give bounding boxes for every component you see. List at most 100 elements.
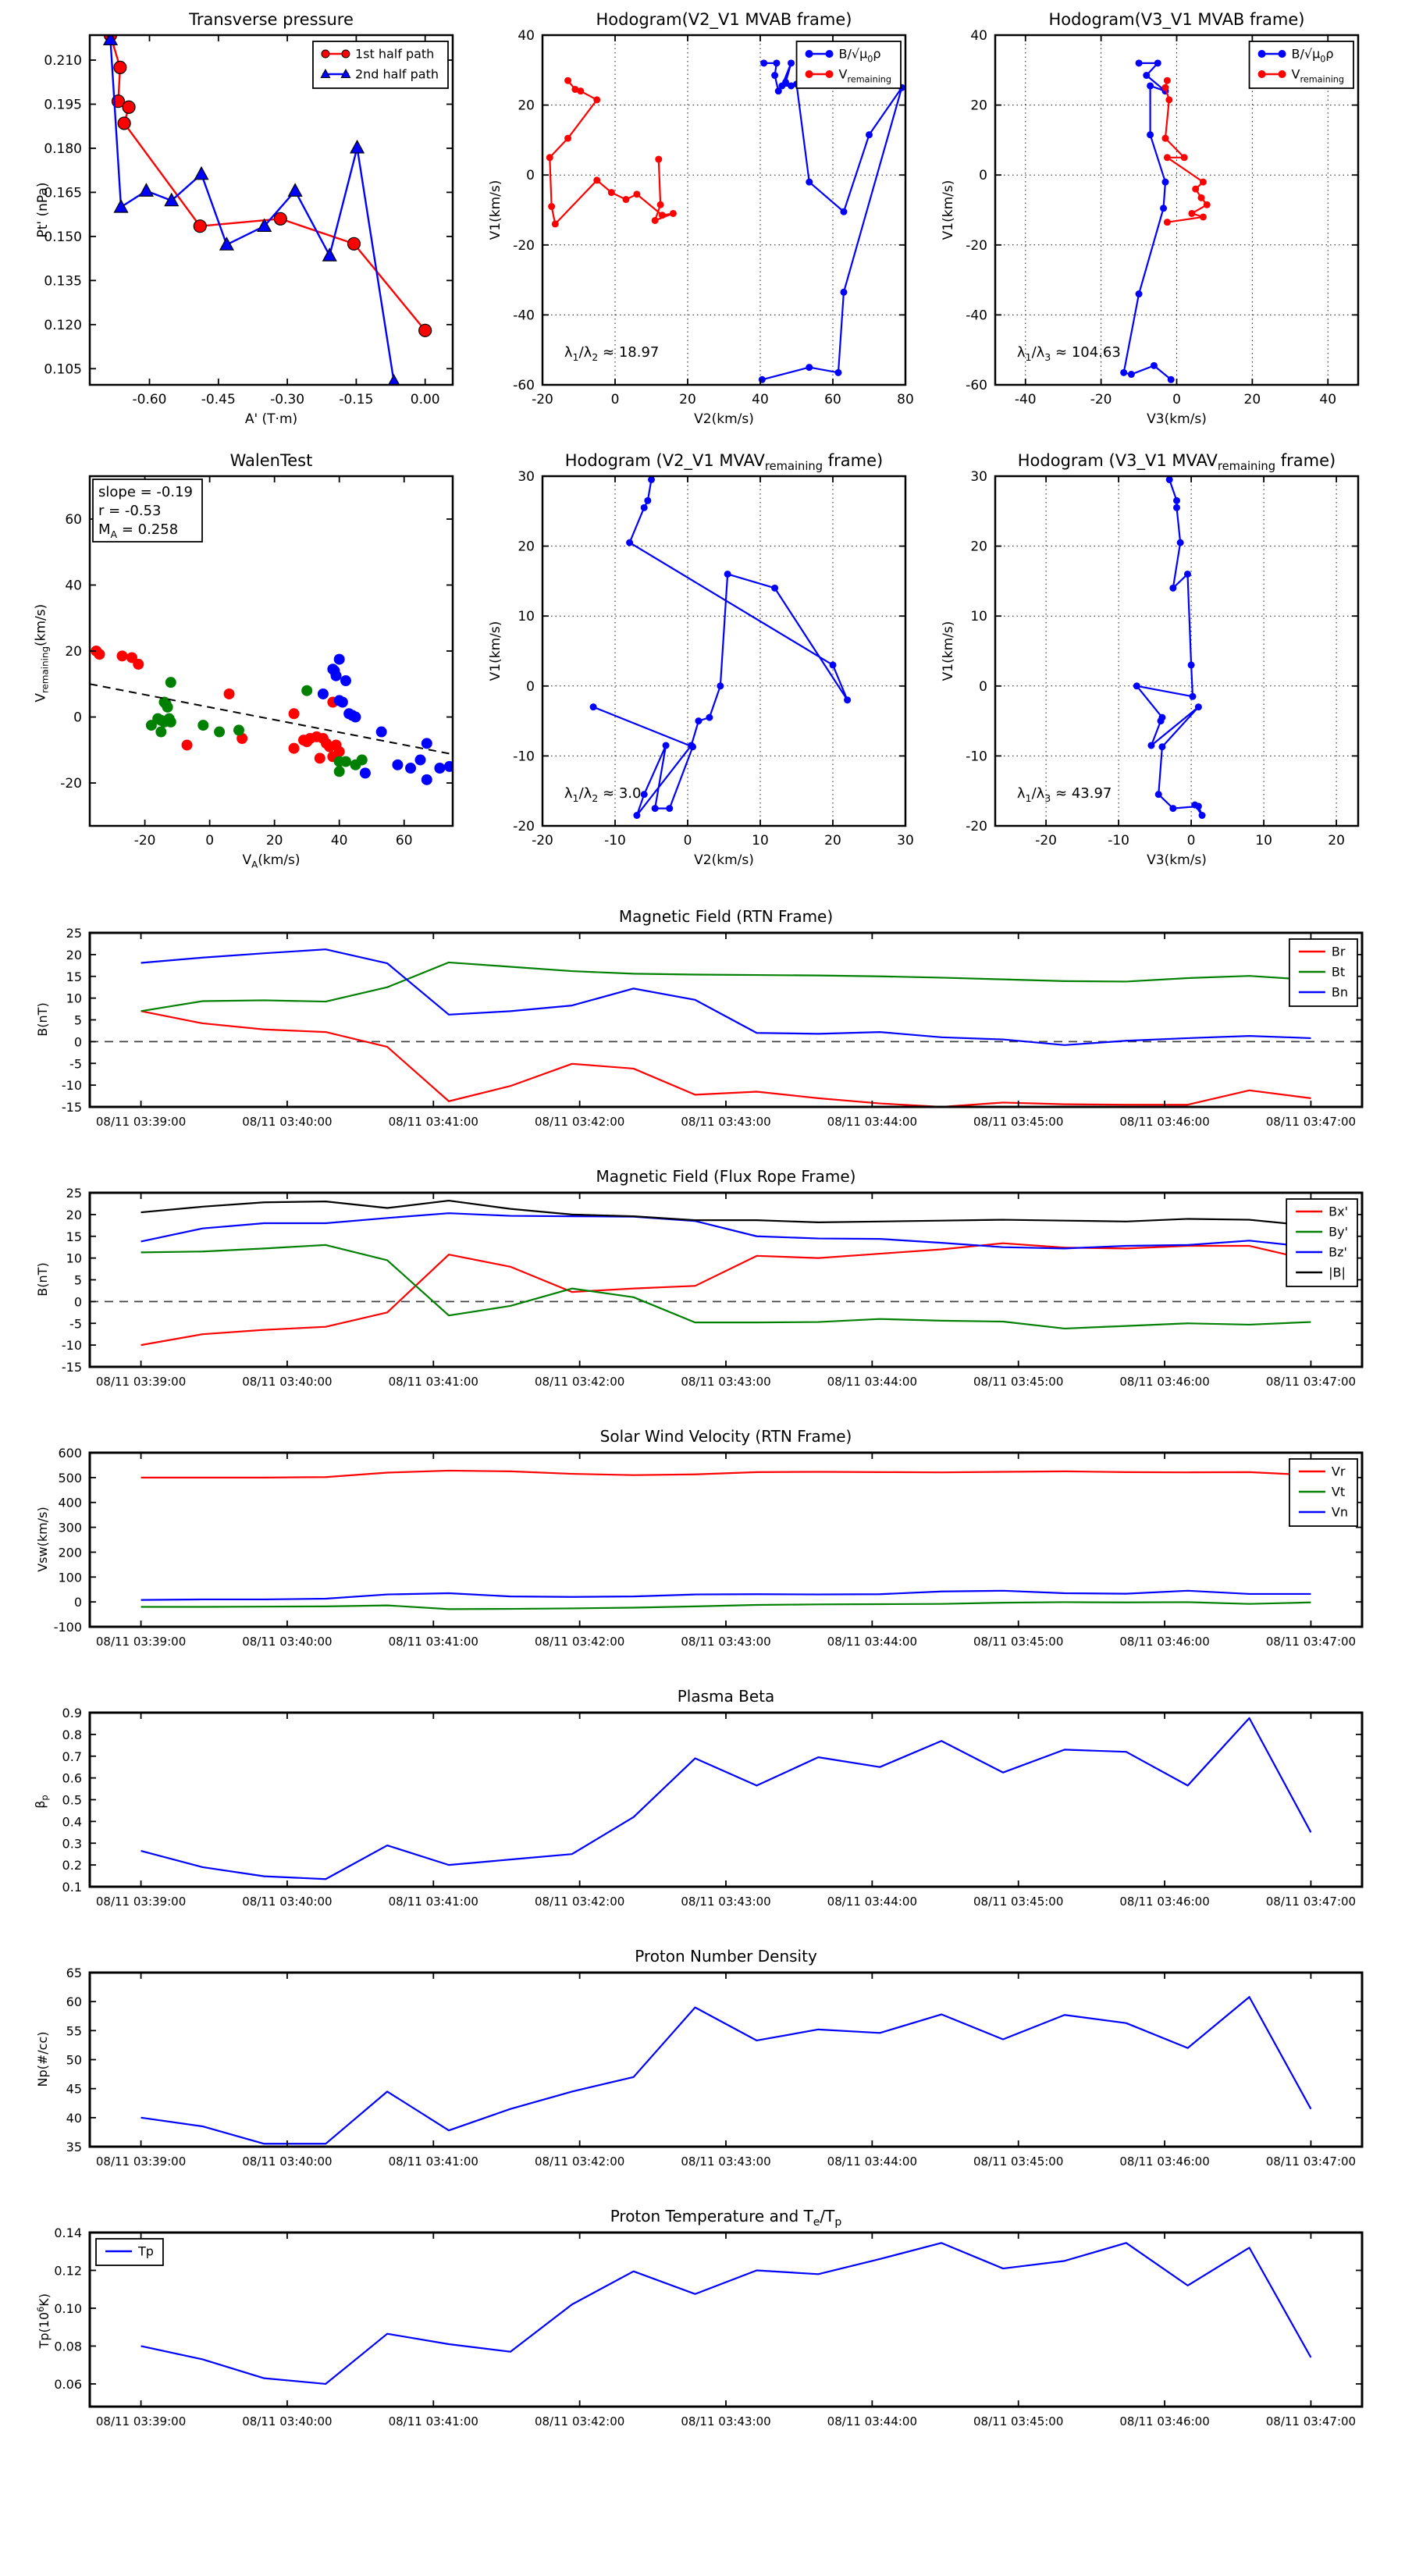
marker <box>257 218 272 233</box>
marker <box>1180 154 1188 162</box>
marker <box>388 373 400 385</box>
marker <box>1173 503 1180 511</box>
marker <box>1191 801 1199 809</box>
x-tick-label: 08/11 03:44:00 <box>827 2154 917 2169</box>
marker <box>117 116 131 130</box>
x-tick-label: 08/11 03:42:00 <box>535 1115 624 1129</box>
x-tick-label: 08/11 03:40:00 <box>242 1635 332 1649</box>
series-line-Tp <box>140 2242 1312 2386</box>
y-tick-label: -20 <box>513 238 535 254</box>
ticks <box>995 475 1358 827</box>
x-tick-label: 30 <box>897 833 914 849</box>
ticks <box>995 34 1358 386</box>
marker <box>133 658 144 670</box>
y-tick-label: 0.3 <box>62 1836 82 1851</box>
x-tick-label: 08/11 03:47:00 <box>1266 1375 1356 1389</box>
marker <box>806 364 813 372</box>
marker <box>116 650 128 662</box>
x-tick-label: 08/11 03:41:00 <box>389 1895 478 1909</box>
legend-items: Tp <box>105 2244 154 2259</box>
x-tick-label: 08/11 03:44:00 <box>827 1115 917 1129</box>
y-tick-label: 20 <box>970 98 987 114</box>
x-tick-label: -20 <box>134 833 156 849</box>
legend-label: Bt <box>1332 965 1345 980</box>
x-tick-label: 08/11 03:39:00 <box>96 1115 186 1129</box>
y-tick-label: 0 <box>979 168 987 183</box>
x-tick-label: 08/11 03:46:00 <box>1119 2154 1209 2169</box>
x-axis-label: V2(km/s) <box>694 852 754 868</box>
legend-label: Bz' <box>1329 1245 1347 1260</box>
marker <box>806 178 813 186</box>
series-group <box>90 646 453 785</box>
series-line-Vn <box>140 1589 1311 1601</box>
grid <box>995 475 1358 827</box>
x-tick-label: 08/11 03:46:00 <box>1119 1895 1209 1909</box>
marker <box>1198 812 1206 820</box>
panel-title: Hodogram (V2_V1 MVAVremaining frame) <box>564 451 884 474</box>
marker <box>1203 201 1211 208</box>
axes-frame <box>88 34 454 386</box>
marker <box>375 726 387 738</box>
panel-title: WalenTest <box>229 451 313 470</box>
legend-label: Bx' <box>1329 1204 1348 1219</box>
y-tick-label: -100 <box>54 1620 82 1635</box>
marker <box>165 716 176 728</box>
marker <box>145 720 157 731</box>
legend-swatch-marker <box>1278 70 1286 78</box>
y-tick-label: 20 <box>970 539 987 555</box>
y-tick-label: 20 <box>518 98 535 114</box>
series-line-By' <box>140 1244 1311 1330</box>
marker <box>1161 178 1169 186</box>
x-tick-label: 0 <box>205 833 214 849</box>
y-tick-label: -10 <box>62 1078 82 1093</box>
series-line-Bt <box>140 961 1311 1012</box>
marker <box>771 72 779 80</box>
series-line-#0000ff <box>140 1996 1312 2145</box>
x-tick-label: -40 <box>1015 392 1037 407</box>
marker <box>1173 496 1180 504</box>
panel-title: Plasma Beta <box>677 1687 775 1706</box>
y-tick-label: 30 <box>518 469 535 485</box>
x-tick-label: 08/11 03:47:00 <box>1266 1115 1356 1129</box>
marker <box>336 696 348 708</box>
y-tick-label: 0.135 <box>44 273 82 289</box>
x-tick-label: 08/11 03:41:00 <box>389 2154 478 2169</box>
y-tick-label: -20 <box>60 776 82 792</box>
x-tick-label: -20 <box>532 392 553 407</box>
marker <box>778 82 786 90</box>
y-axis-label: Tp(106K) <box>35 2293 52 2349</box>
series-markers-2nd half path <box>102 35 400 385</box>
series-markers-#0000ff <box>589 476 852 820</box>
x-tick-label: 0 <box>1187 833 1196 849</box>
axes-frame <box>541 475 907 827</box>
y-tick-label: 40 <box>518 28 535 44</box>
series-group <box>140 948 1311 1107</box>
legend-label: Bn <box>1332 985 1348 1000</box>
x-tick-label: 08/11 03:42:00 <box>535 2154 624 2169</box>
marker <box>829 661 837 669</box>
marker <box>1197 194 1205 201</box>
y-tick-label: 0 <box>526 679 535 695</box>
y-tick-label: 25 <box>66 926 82 941</box>
series-line-Bn <box>140 948 1311 1046</box>
x-tick-label: 60 <box>396 833 413 849</box>
x-tick-label: 40 <box>752 392 769 407</box>
marker <box>219 237 234 251</box>
marker <box>1161 84 1169 91</box>
x-tick-label: 08/11 03:40:00 <box>242 1375 332 1389</box>
marker <box>551 220 559 228</box>
x-tick-label: 08/11 03:41:00 <box>389 1115 478 1129</box>
x-tick-label: -20 <box>1090 392 1112 407</box>
marker <box>421 738 432 749</box>
y-tick-label: 0.105 <box>44 361 82 377</box>
marker <box>658 212 666 219</box>
series-group <box>589 476 852 820</box>
plasma-beta-plot-area: 08/11 03:39:00 08/11 03:40:00 08/11 03:41:… <box>62 1706 1364 1909</box>
legend-label: Br <box>1332 945 1346 959</box>
grid <box>542 475 906 827</box>
y-tick-label: 0.4 <box>62 1814 82 1829</box>
y-tick-label: -10 <box>966 749 987 764</box>
x-tick-label: 08/11 03:47:00 <box>1266 1895 1356 1909</box>
y-tick-label: -5 <box>69 1316 82 1331</box>
panel-title: Solar Wind Velocity (RTN Frame) <box>599 1427 852 1446</box>
